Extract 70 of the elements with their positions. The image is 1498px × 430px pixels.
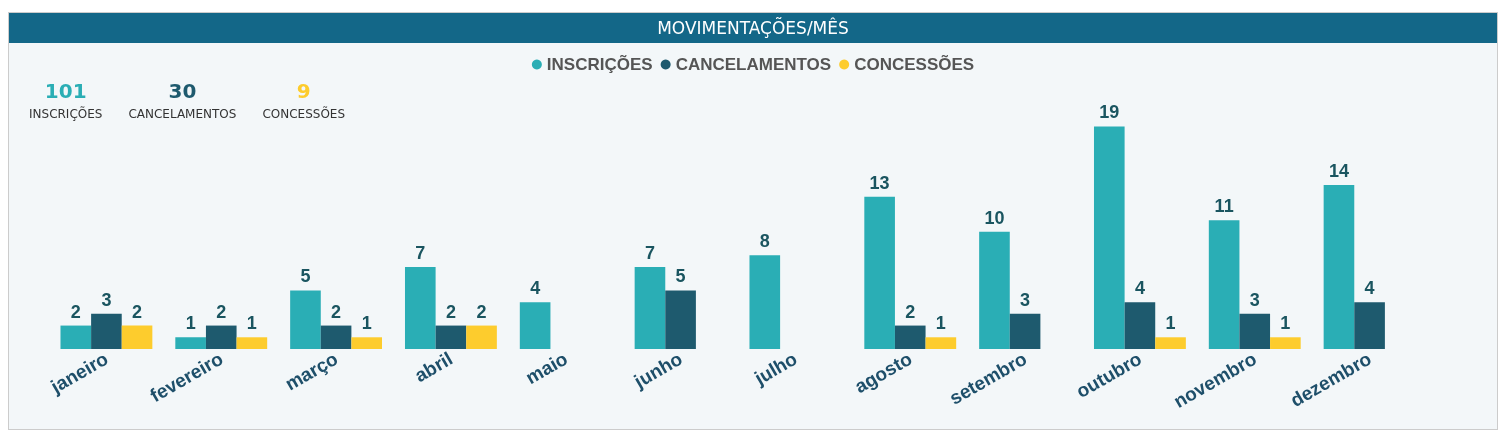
data-label: 2 [70, 301, 81, 322]
bar [91, 313, 122, 349]
bar [894, 325, 926, 349]
legend-label: CANCELAMENTOS [675, 55, 832, 74]
text: 101 [43, 79, 88, 103]
data-label: 1 [361, 313, 372, 334]
bar [864, 196, 895, 349]
bar [1208, 220, 1240, 349]
data-label: 3 [1020, 289, 1031, 310]
bar [435, 325, 467, 349]
bar [236, 337, 268, 349]
data-label: 5 [675, 266, 686, 287]
data-label: 4 [1364, 278, 1375, 299]
x-tick-label: maio [522, 347, 571, 389]
data-label: 14 [1328, 161, 1349, 181]
data-label: 2 [331, 301, 342, 322]
bar [205, 325, 237, 349]
data-label: 2 [476, 301, 487, 322]
text: INSCRIÇÕES [29, 107, 103, 121]
bar [1009, 313, 1041, 349]
data-label: 7 [415, 243, 426, 263]
data-label: 3 [101, 289, 112, 310]
data-label: 10 [984, 207, 1005, 228]
bar [404, 267, 436, 349]
data-label: 5 [300, 266, 311, 287]
data-label: 8 [759, 231, 770, 252]
bar [1239, 313, 1271, 349]
bar [320, 325, 352, 349]
data-label: 1 [935, 313, 946, 334]
bar [1093, 126, 1125, 349]
bar [290, 290, 321, 349]
data-label: 1 [1280, 313, 1291, 334]
legend-label: INSCRIÇÕES [546, 54, 653, 74]
chart-title: MOVIMENTAÇÕES/MÊS [9, 13, 1497, 43]
bar [979, 231, 1010, 349]
bar [665, 290, 696, 349]
bar [60, 325, 92, 349]
data-label: 4 [530, 278, 541, 299]
data-label: 1 [1165, 313, 1176, 334]
text: 30 [167, 79, 198, 103]
data-label: 3 [1249, 289, 1260, 310]
data-label: 19 [1099, 102, 1120, 123]
bar [925, 337, 957, 349]
data-label: 2 [905, 301, 916, 322]
data-label: 2 [132, 301, 143, 322]
bar [1354, 302, 1385, 349]
data-label: 11 [1214, 196, 1234, 217]
bar [121, 325, 153, 349]
data-label: 1 [185, 313, 196, 334]
x-tick-label: abril [410, 347, 457, 387]
legend-label: CONCESSÕES [854, 54, 975, 74]
data-label: 7 [644, 243, 655, 263]
bar [1323, 185, 1355, 349]
data-label: 2 [216, 301, 227, 322]
data-label: 2 [445, 301, 456, 322]
data-label: 1 [246, 313, 257, 334]
bar [1270, 337, 1301, 349]
data-label: 4 [1134, 278, 1145, 299]
bar [634, 267, 666, 349]
bar [519, 302, 551, 349]
bar [1124, 302, 1156, 349]
bar [351, 337, 383, 349]
text: CANCELAMENTOS [128, 107, 237, 121]
text: CONCESSÕES [262, 107, 346, 121]
data-label: 13 [869, 172, 890, 193]
bar [749, 255, 781, 349]
bar [466, 325, 497, 349]
bar [175, 337, 206, 349]
bar [1155, 337, 1186, 349]
text: 9 [295, 79, 312, 103]
